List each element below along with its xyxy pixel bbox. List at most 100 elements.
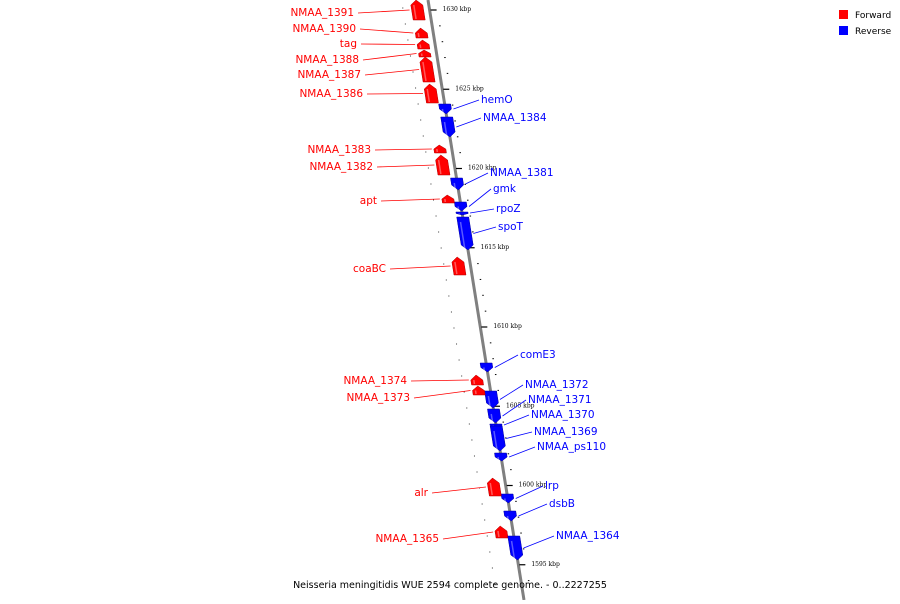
gene-tag[interactable]: tag: [340, 38, 430, 50]
gene-arrow[interactable]: [472, 386, 485, 395]
gene-arrow[interactable]: [419, 50, 432, 57]
gene-arrow[interactable]: [456, 212, 468, 215]
gene-label[interactable]: NMAA_1371: [528, 394, 592, 406]
gene-label[interactable]: gmk: [493, 183, 517, 195]
gene-label[interactable]: hemO: [481, 94, 513, 106]
gene-come3[interactable]: comE3: [480, 349, 556, 372]
gene-nmaa-1391[interactable]: NMAA_1391: [290, 0, 425, 20]
gene-arrow[interactable]: [490, 426, 505, 451]
gene-label[interactable]: NMAA_1365: [375, 533, 439, 545]
gene-label[interactable]: NMAA_1373: [346, 392, 410, 404]
ruler-label: 1610 kbp: [493, 323, 522, 330]
gene-label[interactable]: spoT: [498, 221, 524, 233]
gene-arrow[interactable]: [508, 536, 523, 560]
gene-label[interactable]: NMAA_1388: [295, 54, 359, 66]
gene-leader-line: [453, 100, 479, 109]
gene-arrow[interactable]: [452, 257, 466, 275]
gene-arrow[interactable]: [454, 202, 467, 211]
gene-arrow-highlight: [454, 183, 455, 189]
gene-label[interactable]: NMAA_1364: [556, 530, 620, 542]
gene-nmaa-1370[interactable]: NMAA_1370: [490, 409, 595, 427]
gene-arrow[interactable]: [442, 195, 455, 203]
gene-arrow[interactable]: [450, 178, 463, 190]
gene-leader-line: [500, 385, 523, 400]
gene-arrow[interactable]: [439, 104, 452, 114]
gene-arrow[interactable]: [434, 145, 447, 153]
legend-reverse-swatch: [839, 26, 848, 35]
gene-label[interactable]: NMAA_1372: [525, 379, 589, 391]
gene-label[interactable]: NMAA_1374: [343, 375, 407, 387]
legend: Forward Reverse: [839, 10, 892, 37]
gene-arrow[interactable]: [441, 117, 455, 137]
ruler-label: 1615 kbp: [481, 244, 510, 251]
gene-arrow-highlight: [475, 391, 476, 395]
gene-nmaa-1374[interactable]: NMAA_1374: [343, 375, 483, 387]
gene-coabc[interactable]: coaBC: [353, 257, 466, 275]
gene-arrow[interactable]: [485, 391, 499, 408]
gene-leader-line: [390, 266, 451, 269]
gene-arrow[interactable]: [411, 0, 425, 20]
gene-arrow-highlight: [474, 380, 475, 384]
gene-label[interactable]: dsbB: [549, 498, 575, 510]
gene-dsbb[interactable]: dsbB: [504, 498, 575, 521]
gene-arrow[interactable]: [424, 84, 438, 103]
gene-arrow[interactable]: [495, 526, 508, 538]
gene-arrow-highlight: [442, 109, 443, 113]
gene-label[interactable]: alr: [414, 487, 428, 499]
gene-leader-line: [360, 29, 413, 33]
gene-label[interactable]: tag: [340, 38, 357, 50]
gene-label[interactable]: lrp: [545, 480, 559, 492]
gene-nmaa-1388[interactable]: NMAA_1388: [295, 50, 431, 66]
gene-arrow[interactable]: [417, 40, 430, 49]
gene-label[interactable]: rpoZ: [496, 203, 521, 215]
gene-label[interactable]: NMAA_1383: [307, 144, 371, 156]
gene-arrow[interactable]: [420, 57, 435, 82]
gene-leader-line: [432, 487, 486, 493]
gene-label[interactable]: NMAA_1390: [292, 23, 356, 35]
gene-label[interactable]: comE3: [520, 349, 556, 361]
gene-nmaa-1373[interactable]: NMAA_1373: [346, 386, 485, 404]
gene-nmaa-1384[interactable]: NMAA_1384: [441, 112, 547, 137]
gene-arrow[interactable]: [487, 409, 500, 423]
gene-label[interactable]: coaBC: [353, 263, 386, 275]
gene-leader-line: [495, 355, 518, 368]
gene-label[interactable]: NMAA_ps110: [537, 441, 606, 453]
gene-label[interactable]: NMAA_1391: [290, 7, 354, 19]
gene-arrow[interactable]: [504, 511, 517, 521]
gene-leader-line: [377, 165, 434, 167]
gene-label[interactable]: NMAA_1370: [531, 409, 595, 421]
gene-arrow[interactable]: [487, 478, 501, 496]
gene-label[interactable]: apt: [360, 195, 377, 207]
gene-label[interactable]: NMAA_1382: [309, 161, 373, 173]
gene-hemo[interactable]: hemO: [439, 94, 513, 114]
gene-leader-line: [363, 54, 417, 61]
gene-label[interactable]: NMAA_1381: [490, 167, 554, 179]
gene-label[interactable]: NMAA_1386: [299, 88, 363, 100]
gene-label[interactable]: NMAA_1384: [483, 112, 547, 124]
gene-arrow-highlight: [418, 33, 419, 37]
gene-arrow[interactable]: [436, 155, 450, 175]
gene-nmaa-1364[interactable]: NMAA_1364: [508, 530, 620, 560]
gene-alr[interactable]: alr: [414, 478, 501, 499]
gene-label[interactable]: NMAA_1387: [297, 69, 361, 81]
gene-arrow[interactable]: [415, 28, 428, 38]
gene-leader-line: [361, 44, 415, 45]
gene-nmaa-1382[interactable]: NMAA_1382: [309, 155, 450, 175]
gene-leader-line: [506, 432, 532, 439]
gene-nmaa-1365[interactable]: NMAA_1365: [375, 526, 508, 545]
gene-nmaa-1383[interactable]: NMAA_1383: [307, 144, 446, 156]
gene-leader-line: [473, 227, 496, 234]
gene-arrow-highlight: [505, 499, 506, 503]
gene-arrow[interactable]: [480, 363, 493, 372]
gene-nmaa-1386[interactable]: NMAA_1386: [299, 84, 438, 103]
gene-arrow[interactable]: [471, 375, 484, 385]
gene-arrow[interactable]: [501, 494, 514, 503]
gene-leader-line: [375, 149, 432, 150]
gene-nmaa-ps110[interactable]: NMAA_ps110: [494, 441, 606, 461]
gene-apt[interactable]: apt: [360, 195, 455, 207]
gene-nmaa-1390[interactable]: NMAA_1390: [292, 23, 428, 38]
gene-label[interactable]: NMAA_1369: [534, 426, 598, 438]
gene-arrow[interactable]: [494, 453, 507, 461]
gene-arrow-highlight: [508, 516, 509, 520]
